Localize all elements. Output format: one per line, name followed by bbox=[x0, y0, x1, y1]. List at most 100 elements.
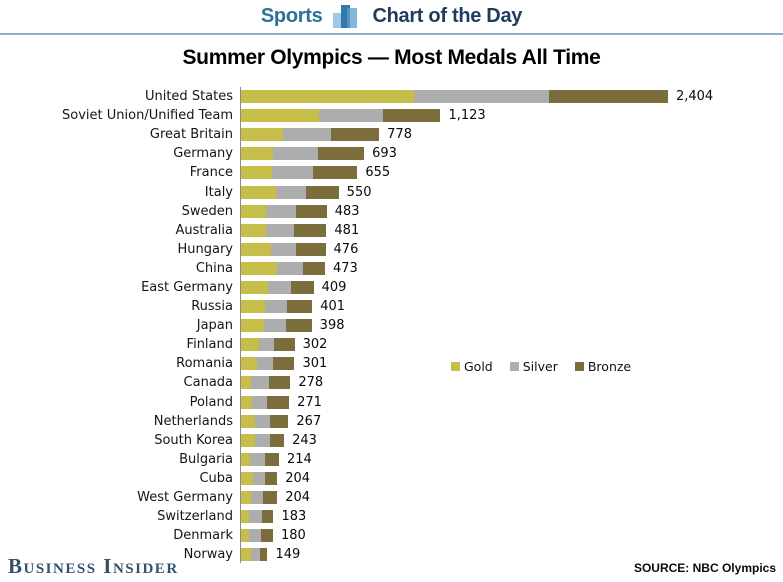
bronze-segment bbox=[260, 529, 273, 543]
country-label: Bulgaria bbox=[179, 451, 233, 467]
total-label: 398 bbox=[319, 318, 345, 334]
gold-segment bbox=[241, 261, 277, 275]
country-label: Norway bbox=[183, 547, 233, 563]
bar-row: Romania 301 bbox=[0, 354, 783, 373]
stacked-bar bbox=[241, 204, 327, 218]
country-label: Finland bbox=[186, 337, 233, 353]
silver-segment bbox=[248, 529, 261, 543]
stacked-bar bbox=[241, 261, 325, 275]
country-label: Netherlands bbox=[153, 413, 233, 429]
bronze-segment bbox=[382, 109, 441, 123]
country-label: Germany bbox=[173, 146, 233, 162]
silver-segment bbox=[414, 90, 549, 104]
gold-segment bbox=[241, 433, 256, 447]
total-label: 204 bbox=[285, 470, 311, 486]
chart-area: United States 2,404 Soviet Union/Unified T… bbox=[0, 87, 783, 565]
country-label: Sweden bbox=[181, 203, 233, 219]
total-label: 483 bbox=[334, 203, 360, 219]
bar-row: Cuba 204 bbox=[0, 469, 783, 488]
stacked-bar bbox=[241, 414, 289, 428]
country-label: Japan bbox=[196, 318, 233, 334]
bronze-segment bbox=[261, 510, 274, 524]
bronze-segment bbox=[313, 166, 358, 180]
silver-segment bbox=[252, 395, 267, 409]
gold-segment bbox=[241, 90, 415, 104]
country-label: Great Britain bbox=[149, 127, 233, 143]
total-label: 1,123 bbox=[448, 108, 486, 124]
gold-segment bbox=[241, 471, 253, 485]
bar-row: Great Britain 778 bbox=[0, 125, 783, 144]
total-label: 302 bbox=[302, 337, 328, 353]
bar-row: China 473 bbox=[0, 259, 783, 278]
gold-segment bbox=[241, 491, 251, 505]
total-label: 301 bbox=[302, 356, 328, 372]
stacked-bar bbox=[241, 376, 291, 390]
bar-row: Netherlands 267 bbox=[0, 412, 783, 431]
silver-segment bbox=[282, 128, 332, 142]
gold-segment bbox=[241, 395, 253, 409]
bar-row: Germany 693 bbox=[0, 144, 783, 163]
bar-row: Soviet Union/Unified Team 1,123 bbox=[0, 106, 783, 125]
silver-swatch bbox=[509, 362, 519, 371]
stacked-bar bbox=[241, 491, 278, 505]
bar-row: Denmark 180 bbox=[0, 526, 783, 545]
country-label: West Germany bbox=[137, 490, 233, 506]
header-chart-of-day-label: Chart of the Day bbox=[372, 5, 523, 27]
country-label: Romania bbox=[176, 356, 233, 372]
total-label: 267 bbox=[296, 413, 322, 429]
gold-swatch bbox=[451, 362, 460, 371]
gold-segment bbox=[241, 319, 265, 333]
legend: Gold Silver Bronze bbox=[451, 359, 631, 374]
gold-segment bbox=[241, 452, 251, 466]
stacked-bar bbox=[241, 433, 285, 447]
total-label: 183 bbox=[281, 509, 307, 525]
bronze-segment bbox=[259, 548, 268, 562]
bar-row: Italy 550 bbox=[0, 182, 783, 201]
bronze-segment bbox=[286, 300, 313, 314]
silver-segment bbox=[252, 471, 265, 485]
stacked-bar bbox=[241, 319, 312, 333]
silver-segment bbox=[256, 357, 274, 371]
silver-segment bbox=[250, 491, 263, 505]
bar-row: France 655 bbox=[0, 163, 783, 182]
bronze-segment bbox=[265, 452, 279, 466]
bronze-segment bbox=[269, 376, 291, 390]
total-label: 550 bbox=[346, 184, 372, 200]
total-label: 204 bbox=[285, 490, 311, 506]
country-label: Hungary bbox=[177, 241, 233, 257]
country-label: Canada bbox=[183, 375, 233, 391]
silver-segment bbox=[266, 223, 294, 237]
gold-segment bbox=[241, 510, 250, 524]
country-label: Australia bbox=[175, 222, 233, 238]
legend-item-bronze: Bronze bbox=[574, 359, 631, 374]
country-label: Soviet Union/Unified Team bbox=[62, 108, 233, 124]
gold-segment bbox=[241, 548, 251, 562]
gold-segment bbox=[241, 204, 267, 218]
silver-segment bbox=[251, 376, 270, 390]
silver-segment bbox=[276, 261, 303, 275]
silver-segment bbox=[264, 319, 287, 333]
bar-chart-icon bbox=[333, 5, 358, 28]
stacked-bar bbox=[241, 300, 313, 314]
total-label: 693 bbox=[372, 146, 397, 162]
bronze-segment bbox=[291, 280, 314, 294]
bronze-segment bbox=[305, 185, 339, 199]
bronze-segment bbox=[269, 414, 289, 428]
gold-segment bbox=[241, 147, 274, 161]
stacked-bar bbox=[241, 223, 327, 237]
bronze-segment bbox=[269, 433, 285, 447]
bronze-swatch bbox=[574, 362, 584, 371]
country-label: Cuba bbox=[199, 470, 233, 486]
silver-segment bbox=[255, 433, 270, 447]
bronze-segment bbox=[286, 319, 312, 333]
bar-row: Hungary 476 bbox=[0, 240, 783, 259]
silver-segment bbox=[249, 510, 262, 524]
total-label: 655 bbox=[365, 165, 391, 181]
stacked-bar bbox=[241, 529, 273, 543]
stacked-bar bbox=[241, 471, 278, 485]
total-label: 149 bbox=[275, 547, 301, 563]
bar-row: South Korea 243 bbox=[0, 431, 783, 450]
gold-segment bbox=[241, 338, 259, 352]
country-label: United States bbox=[144, 89, 233, 105]
total-label: 409 bbox=[321, 279, 347, 295]
